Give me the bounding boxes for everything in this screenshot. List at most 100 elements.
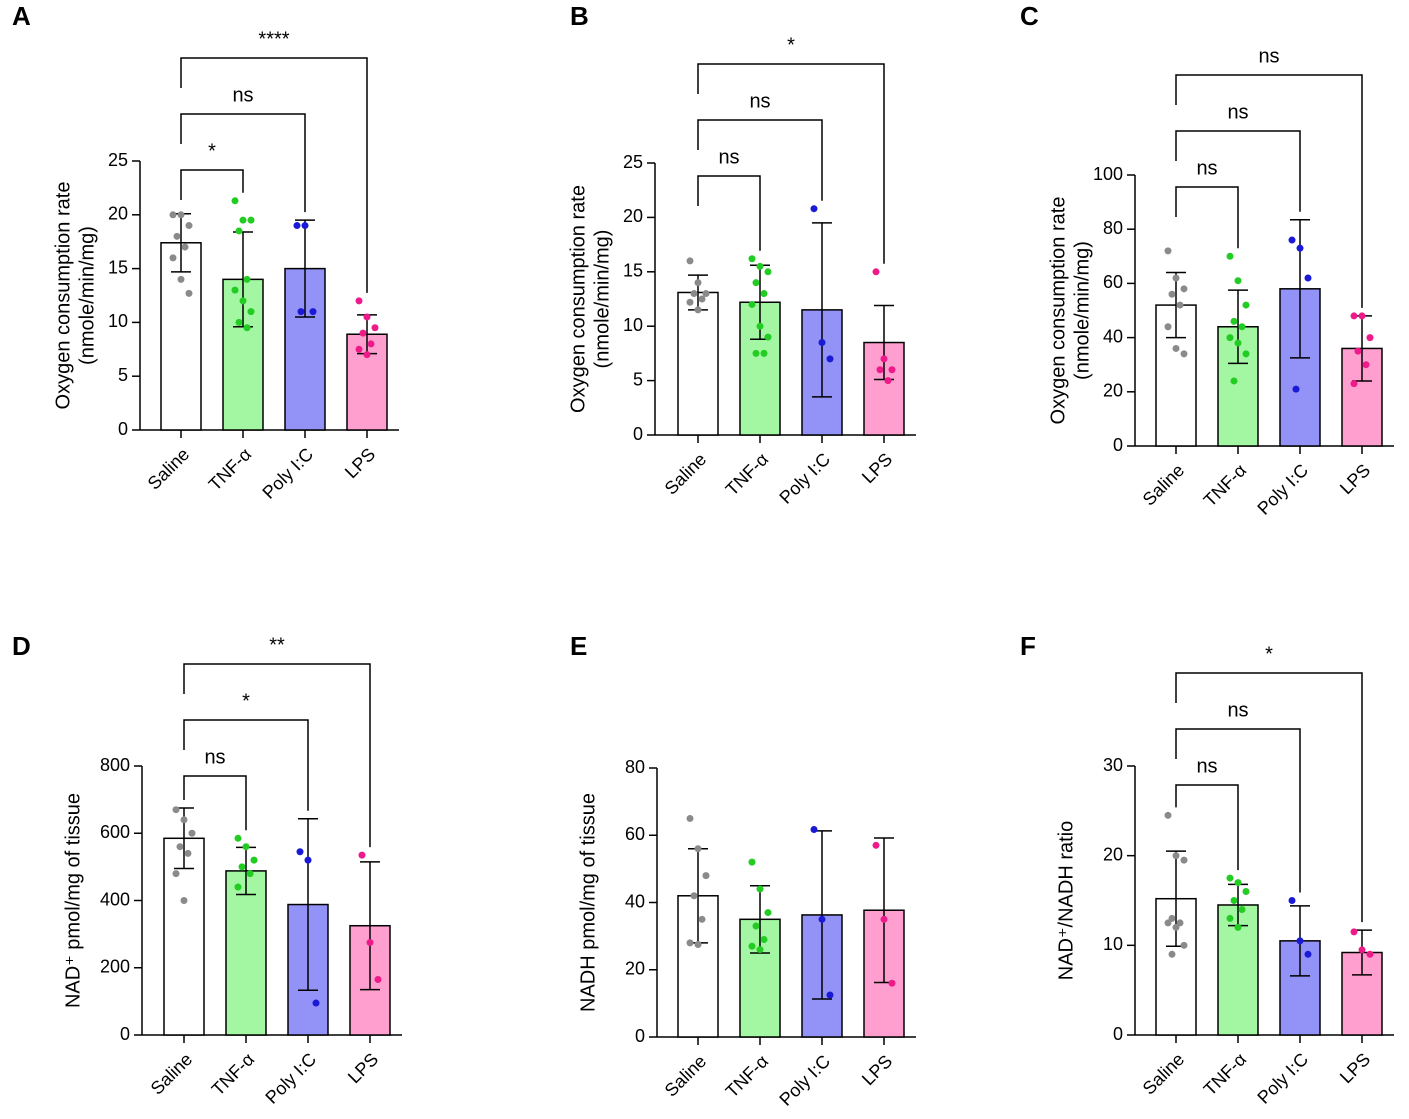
x-tick-label: Saline — [1139, 460, 1189, 510]
data-point — [756, 322, 764, 330]
data-point — [1234, 339, 1242, 347]
data-point — [1362, 361, 1370, 369]
significance-bracket — [1175, 672, 1363, 923]
data-point — [748, 858, 756, 866]
data-point — [764, 268, 772, 276]
data-point — [826, 355, 834, 363]
panel-letter: A — [12, 1, 31, 31]
data-point — [876, 366, 884, 374]
data-point — [756, 946, 764, 954]
y-axis-label: (nmole/min/mg) — [76, 226, 98, 365]
data-point — [1242, 350, 1250, 358]
y-tick-label: 10 — [108, 311, 128, 331]
y-tick-label: 20 — [625, 959, 645, 979]
x-tick-label: Poly I:C — [1253, 1049, 1312, 1108]
y-axis-label: Oxygen consumption rate — [567, 185, 589, 413]
x-tick-label: TNF-α — [1200, 460, 1250, 510]
significance-label: ** — [269, 634, 285, 656]
data-point — [698, 915, 706, 923]
data-point — [1168, 950, 1176, 958]
significance-bracket — [1175, 130, 1301, 212]
data-point — [180, 897, 188, 904]
y-tick-label: 20 — [1103, 381, 1123, 401]
data-point — [686, 814, 694, 822]
data-point — [1180, 856, 1188, 864]
data-point — [1238, 323, 1246, 331]
x-tick-label: LPS — [858, 449, 896, 487]
data-point — [312, 999, 320, 1007]
significance-bracket — [180, 57, 368, 293]
data-point — [1168, 290, 1176, 298]
data-point — [818, 339, 826, 347]
y-tick-label: 15 — [108, 257, 128, 277]
y-tick-label: 60 — [1103, 272, 1123, 292]
x-tick-label: Poly I:C — [258, 444, 317, 503]
x-tick-label: Saline — [661, 1051, 711, 1101]
significance-bracket — [183, 719, 309, 811]
data-point — [1242, 301, 1250, 309]
data-point — [686, 298, 694, 306]
y-tick-label: 30 — [1103, 755, 1123, 775]
data-point — [1288, 897, 1296, 904]
data-point — [366, 939, 374, 947]
data-point — [764, 909, 772, 917]
y-tick-label: 0 — [1113, 435, 1123, 455]
x-tick-label: TNF-α — [1200, 1049, 1250, 1099]
data-point — [367, 340, 375, 348]
panel-letter: B — [570, 1, 589, 31]
data-point — [363, 313, 371, 321]
data-point — [309, 308, 317, 316]
significance-label: ns — [1196, 157, 1217, 179]
x-tick-label: LPS — [858, 1051, 896, 1089]
data-point — [698, 295, 706, 303]
data-point — [1230, 317, 1238, 325]
significance-label: * — [208, 140, 216, 162]
data-point — [1176, 919, 1184, 927]
data-point — [355, 297, 363, 305]
significance-bracket — [180, 113, 306, 213]
data-point — [694, 941, 702, 949]
data-point — [358, 851, 366, 859]
significance-bracket — [697, 63, 885, 264]
data-point — [1304, 274, 1312, 282]
data-point — [243, 275, 251, 283]
data-point — [1164, 919, 1172, 927]
data-point — [1350, 380, 1358, 388]
data-point — [690, 892, 698, 900]
data-point — [760, 290, 768, 298]
x-tick-label: Poly I:C — [261, 1049, 320, 1108]
data-point — [169, 211, 177, 219]
y-tick-label: 20 — [623, 206, 643, 226]
significance-label: ns — [232, 84, 253, 106]
y-tick-label: 100 — [1093, 164, 1123, 184]
data-point — [246, 870, 254, 878]
data-point — [686, 257, 694, 265]
data-point — [296, 848, 304, 856]
data-point — [374, 976, 382, 984]
significance-label: ns — [1227, 699, 1248, 721]
data-point — [880, 355, 888, 363]
data-point — [1172, 274, 1180, 282]
data-point — [301, 222, 309, 230]
y-tick-label: 20 — [108, 204, 128, 224]
data-point — [371, 324, 379, 332]
data-point — [247, 216, 255, 224]
data-point — [810, 826, 818, 834]
data-point — [304, 856, 312, 864]
significance-bracket — [183, 775, 247, 831]
data-point — [180, 816, 188, 824]
significance-label: ns — [718, 146, 739, 168]
data-point — [177, 211, 185, 219]
data-point — [1304, 950, 1312, 958]
y-tick-label: 0 — [120, 1024, 130, 1044]
y-axis-label: (nmole/min/mg) — [1071, 241, 1093, 380]
data-point — [752, 349, 760, 357]
bar — [346, 333, 388, 431]
significance-label: ns — [1196, 755, 1217, 777]
y-axis-label: Oxygen consumption rate — [1047, 197, 1069, 425]
y-tick-label: 40 — [625, 891, 645, 911]
y-tick-label: 400 — [100, 889, 130, 909]
data-point — [764, 333, 772, 341]
data-point — [818, 915, 826, 923]
data-point — [169, 254, 177, 262]
